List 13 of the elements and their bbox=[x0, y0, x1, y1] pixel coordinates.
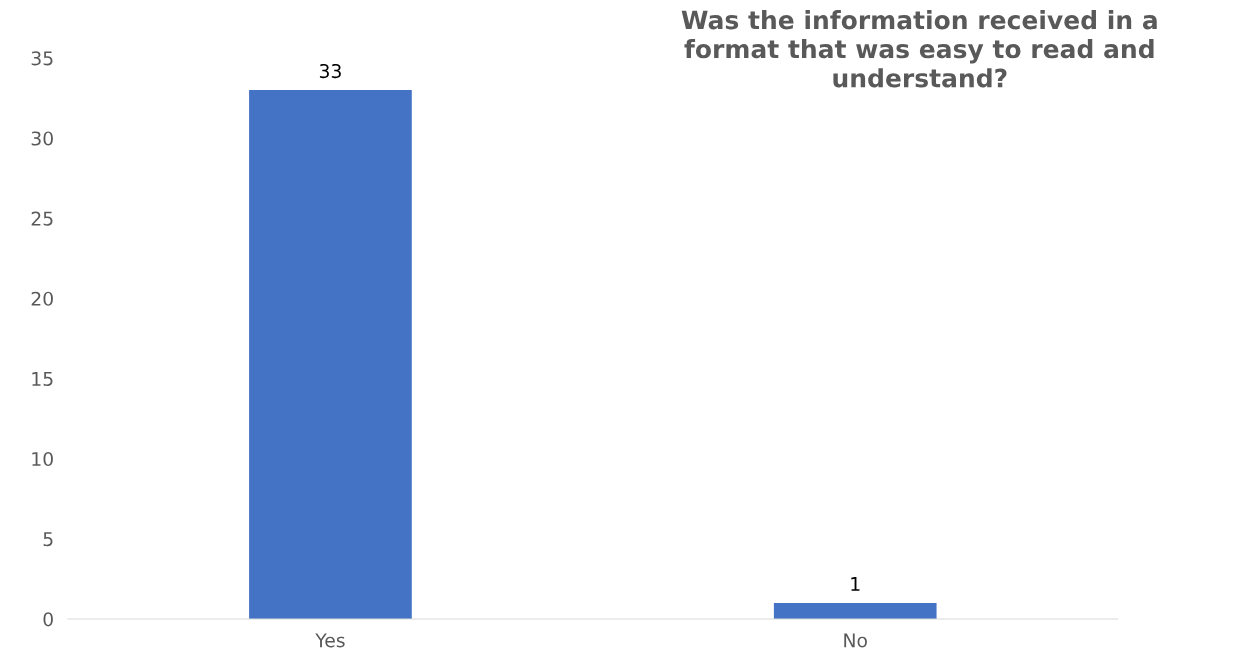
x-tick-label: No bbox=[844, 633, 867, 648]
y-tick-label: 0 bbox=[43, 612, 53, 627]
y-tick-label: 20 bbox=[31, 291, 53, 306]
data-label: 1 bbox=[851, 577, 860, 591]
chart-title: Was the information received in a format that was easy to read and understand? bbox=[681, 10, 1157, 88]
data-label: 33 bbox=[319, 63, 341, 79]
y-tick-label: 30 bbox=[31, 131, 53, 146]
x-tick-label: Yes bbox=[315, 633, 345, 648]
y-tick-label: 25 bbox=[31, 211, 53, 226]
y-tick-label: 10 bbox=[32, 451, 53, 467]
y-tick-label: 35 bbox=[31, 51, 53, 66]
y-tick-label: 5 bbox=[43, 532, 53, 547]
y-tick-label: 15 bbox=[32, 372, 53, 386]
